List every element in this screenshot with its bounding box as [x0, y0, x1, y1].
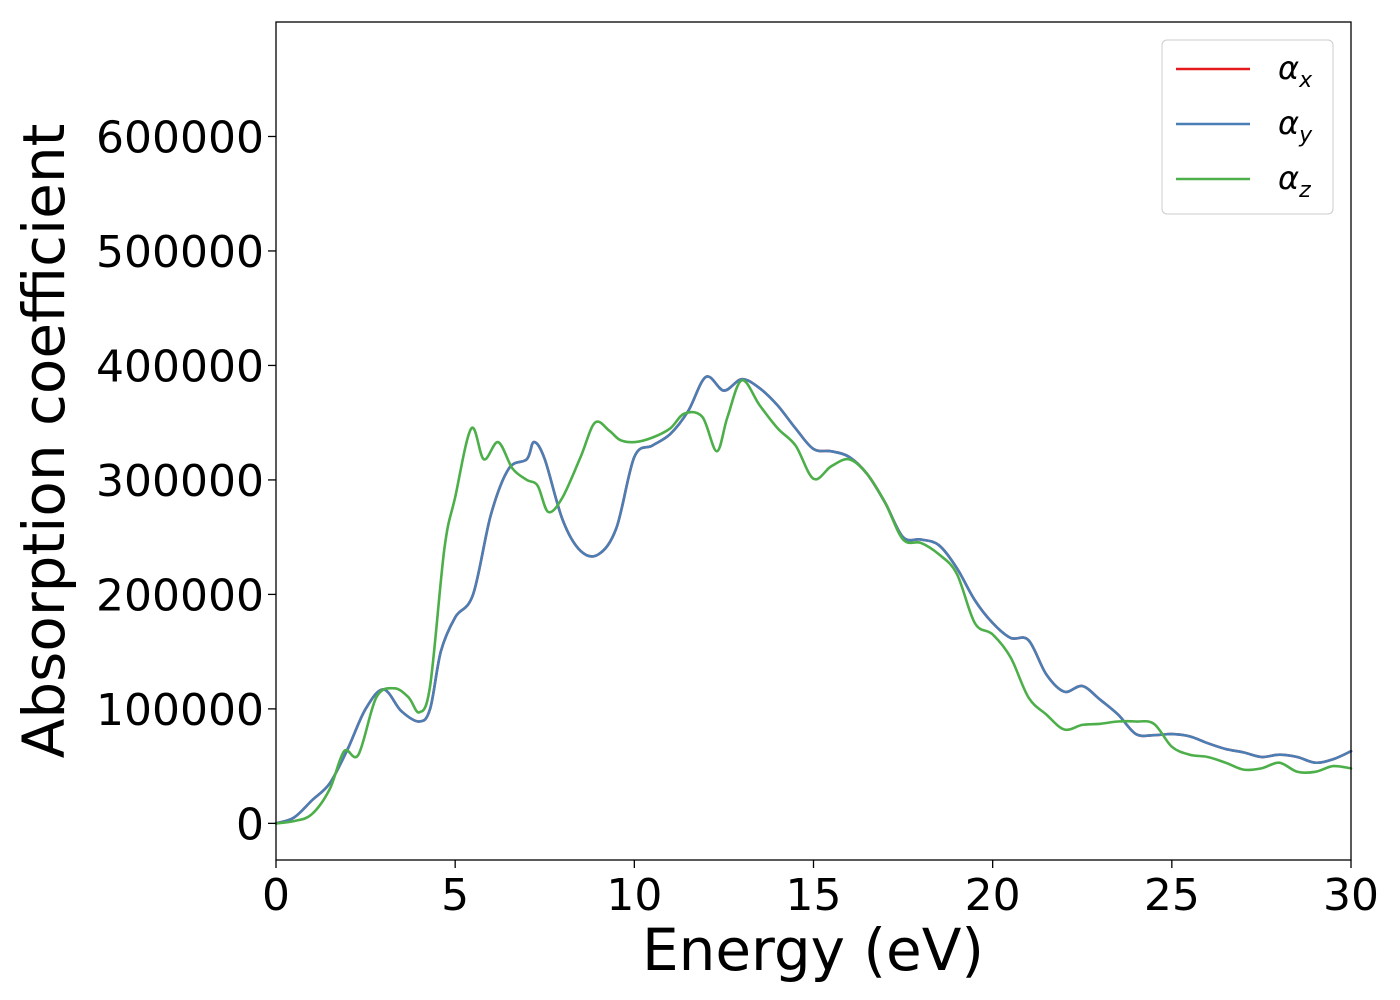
- x-axis-title: Energy (eV): [642, 916, 984, 984]
- legend-label-y: αy: [1278, 104, 1313, 148]
- series-line-x: [274, 375, 1353, 825]
- x-tick-label: 30: [1323, 870, 1379, 921]
- x-tick-label: 15: [786, 870, 842, 921]
- legend-label-z: αz: [1278, 159, 1311, 203]
- series-layer: [274, 375, 1353, 825]
- series-line-y: [274, 375, 1353, 825]
- x-tick-label: 25: [1144, 870, 1200, 921]
- y-tick-label: 400000: [96, 341, 264, 392]
- legend-label-x: αx: [1278, 49, 1313, 93]
- y-tick-label: 100000: [96, 685, 264, 736]
- series-line-z: [274, 379, 1353, 825]
- y-tick-label: 500000: [96, 227, 264, 278]
- legend: αx αy αz: [1161, 39, 1334, 215]
- legend-box: [1161, 39, 1334, 215]
- y-tick-label: 0: [236, 799, 264, 850]
- y-axis-title: Absorption coefficient: [10, 124, 78, 759]
- y-tick-label: 300000: [96, 456, 264, 507]
- x-axis-ticks: 0 5 10 15 20 25 30: [262, 860, 1379, 921]
- y-tick-label: 200000: [96, 570, 264, 621]
- y-tick-label: 600000: [96, 112, 264, 163]
- x-tick-label: 5: [441, 870, 469, 921]
- y-axis-ticks: 0 100000 200000 300000 400000 500000 600000: [96, 112, 276, 850]
- legend-items: αx αy αz: [1176, 49, 1313, 203]
- x-tick-label: 20: [965, 870, 1021, 921]
- x-tick-label: 0: [262, 870, 290, 921]
- x-tick-label: 10: [606, 870, 662, 921]
